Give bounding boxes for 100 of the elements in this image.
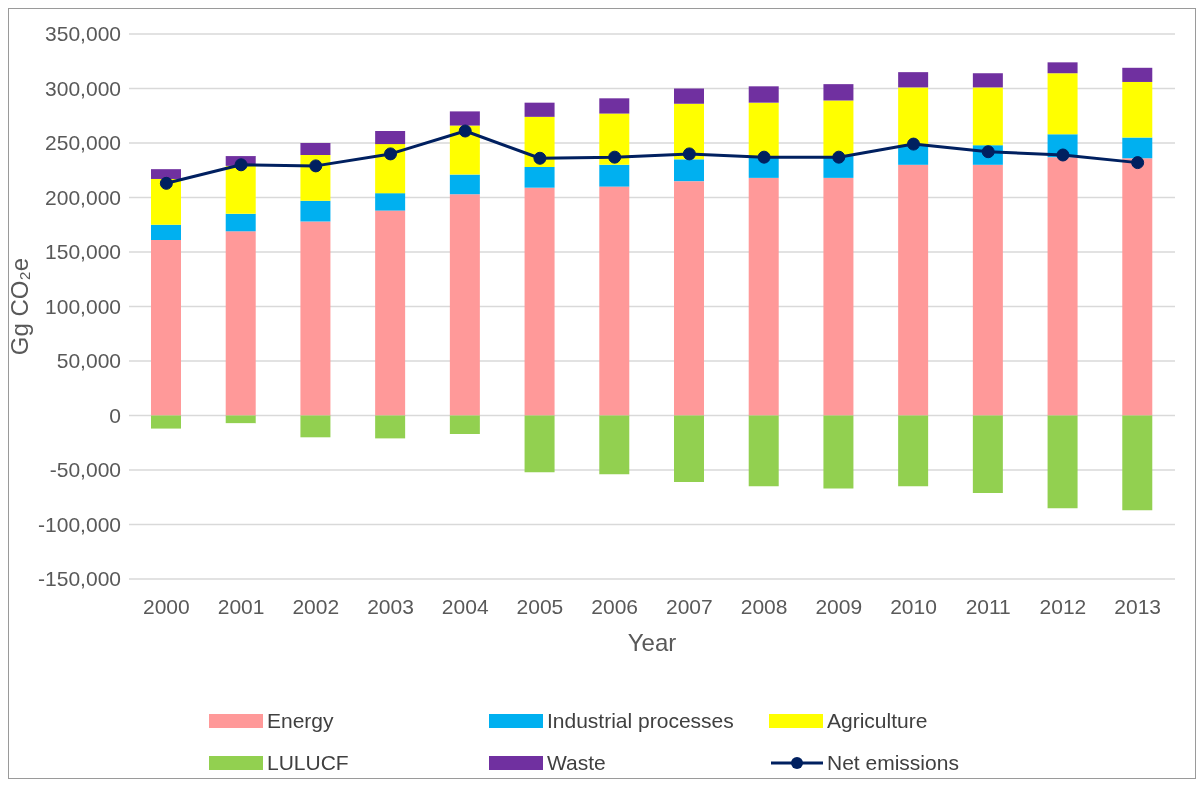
y-tick-label: 250,000 (45, 131, 121, 155)
y-tick-label: -100,000 (38, 512, 121, 536)
bar (1122, 67, 1153, 82)
x-tick-label: 2003 (367, 594, 414, 618)
bar (225, 231, 256, 416)
bar (599, 98, 630, 114)
point (682, 147, 696, 161)
point (309, 159, 323, 173)
bar (898, 87, 929, 146)
bar (823, 415, 854, 489)
y-tick-label: 100,000 (45, 294, 121, 318)
point (1131, 156, 1145, 170)
bar (1047, 73, 1078, 135)
bar (225, 415, 256, 424)
bar (674, 415, 704, 482)
x-tick-label: 2001 (217, 594, 265, 618)
legend-label: Agriculture (827, 709, 928, 733)
point (608, 150, 622, 164)
x-tick-label: 2012 (1039, 594, 1087, 618)
bar (225, 165, 256, 214)
bar (375, 193, 406, 211)
x-tick-label: 2004 (441, 594, 489, 618)
point (757, 150, 771, 164)
bar (151, 415, 181, 429)
bar (151, 224, 181, 241)
point (907, 137, 920, 151)
legend-label: Industrial processes (547, 709, 734, 733)
bar (823, 100, 854, 157)
legend-label: Waste (547, 751, 606, 775)
bar (524, 102, 555, 117)
bar (674, 159, 704, 182)
bar (151, 240, 181, 416)
point (234, 158, 248, 172)
bar (748, 415, 779, 487)
y-tick-label: -150,000 (38, 567, 121, 591)
x-tick-label: 2005 (516, 594, 564, 618)
point (533, 151, 547, 165)
bar (300, 143, 331, 155)
point (159, 176, 173, 190)
bar (1122, 137, 1153, 159)
bar (1122, 415, 1153, 511)
bar (898, 164, 929, 416)
bar (375, 131, 406, 145)
bar (674, 181, 704, 416)
point (1056, 148, 1070, 162)
y-tick-label: 300,000 (45, 76, 121, 100)
x-axis-title: Year (627, 629, 677, 656)
bar (599, 415, 630, 475)
x-tick-label: 2007 (666, 594, 713, 618)
y-tick-label: 0 (109, 403, 121, 427)
bar (898, 72, 929, 88)
y-tick-label: 150,000 (45, 240, 121, 264)
bar (375, 210, 406, 416)
x-tick-label: 2013 (1114, 594, 1161, 618)
bar (449, 174, 480, 195)
bar (1122, 158, 1153, 416)
bar (225, 213, 256, 232)
bar (823, 177, 854, 416)
y-tick-label: 350,000 (45, 22, 121, 46)
bar (898, 415, 929, 487)
legend-label: LULUCF (267, 751, 349, 775)
bar (375, 415, 406, 439)
bar (1122, 81, 1153, 138)
x-tick-label: 2002 (292, 594, 340, 618)
bar (300, 415, 331, 438)
bar (972, 164, 1003, 416)
bar (1047, 157, 1078, 416)
bar (972, 73, 1003, 88)
y-tick-label: 50,000 (56, 349, 121, 373)
bar (524, 415, 555, 473)
x-tick-label: 2010 (890, 594, 937, 618)
x-tick-label: 2009 (815, 594, 863, 618)
bar (1047, 415, 1078, 509)
bar (748, 177, 779, 416)
bar (674, 88, 704, 104)
bar (300, 200, 331, 222)
point (384, 147, 397, 161)
y-axis-title: Gg CO₂e (5, 257, 33, 356)
y-tick-label: 200,000 (45, 185, 121, 209)
bar (151, 169, 181, 179)
legend-label: Net emissions (827, 751, 959, 775)
point (458, 124, 472, 138)
x-tick-label: 2006 (591, 594, 638, 618)
bar (599, 186, 630, 416)
bar (972, 415, 1003, 493)
bar (599, 164, 630, 187)
bar (449, 415, 480, 435)
point (832, 150, 846, 164)
bar (524, 166, 555, 188)
bar (300, 221, 331, 416)
bar (823, 84, 854, 101)
bar (524, 187, 555, 416)
x-tick-label: 2011 (965, 594, 1011, 618)
bar (449, 111, 480, 126)
x-tick-label: 2000 (143, 594, 190, 618)
bar (748, 86, 779, 103)
x-tick-label: 2008 (740, 594, 788, 618)
bar (449, 194, 480, 416)
legend-label: Energy (267, 709, 334, 733)
y-tick-label: -50,000 (49, 458, 121, 482)
